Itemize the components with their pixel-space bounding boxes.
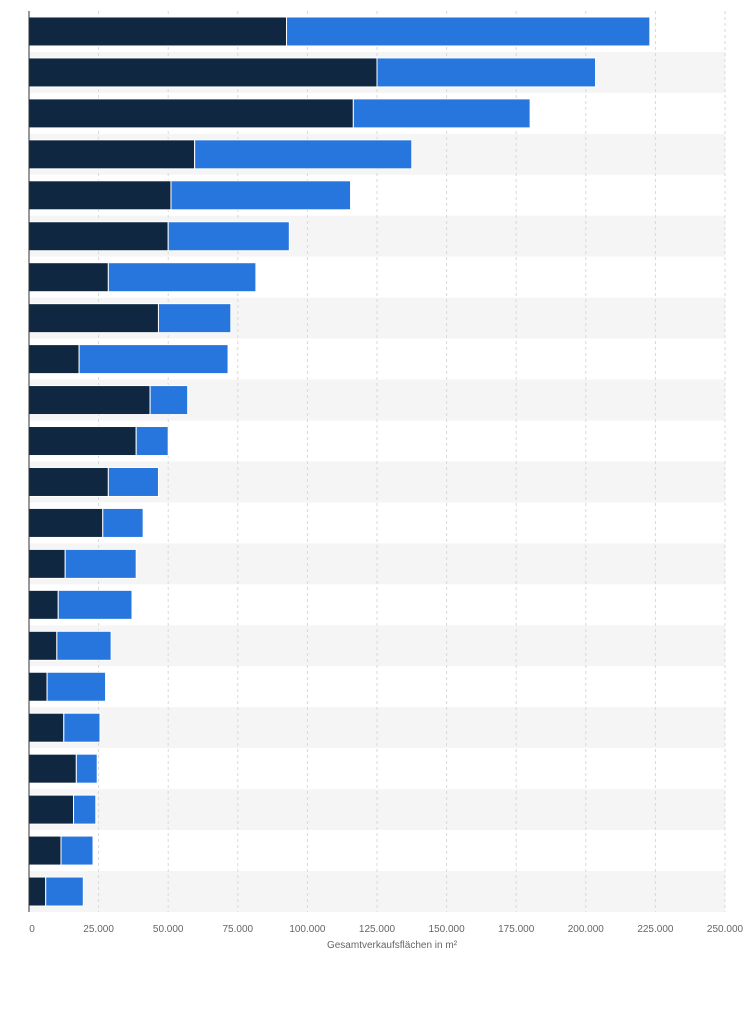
bar-series-1[interactable] bbox=[28, 548, 66, 579]
x-tick-label: 175.000 bbox=[498, 924, 535, 935]
bar-series-2[interactable] bbox=[157, 303, 232, 334]
bar-series-2[interactable] bbox=[73, 794, 97, 825]
x-tick-label: 25.000 bbox=[83, 924, 114, 935]
bar-series-1[interactable] bbox=[28, 344, 80, 375]
bar-series-2[interactable] bbox=[352, 98, 531, 129]
bar-series-1[interactable] bbox=[28, 507, 104, 538]
bar-series-2[interactable] bbox=[167, 221, 290, 252]
bar-series-1[interactable] bbox=[28, 385, 151, 416]
x-tick-label: 150.000 bbox=[429, 924, 466, 935]
x-tick-label: 200.000 bbox=[568, 924, 605, 935]
bars bbox=[28, 16, 651, 907]
bar-series-2[interactable] bbox=[149, 385, 189, 416]
x-tick-label: 250.000 bbox=[707, 924, 744, 935]
bar-series-1[interactable] bbox=[28, 466, 109, 497]
bar-series-2[interactable] bbox=[57, 589, 133, 620]
bar-series-1[interactable] bbox=[28, 835, 62, 866]
x-tick-label: 125.000 bbox=[359, 924, 396, 935]
x-tick-label: 0 bbox=[29, 924, 35, 935]
x-tick-label: 100.000 bbox=[289, 924, 326, 935]
bar-series-1[interactable] bbox=[28, 426, 137, 457]
bar-series-2[interactable] bbox=[102, 507, 144, 538]
bar-series-1[interactable] bbox=[28, 303, 159, 334]
bar-series-1[interactable] bbox=[28, 221, 169, 252]
bar-series-1[interactable] bbox=[28, 876, 47, 907]
bar-series-2[interactable] bbox=[60, 835, 94, 866]
bar-series-1[interactable] bbox=[28, 794, 75, 825]
x-tick-label: 75.000 bbox=[223, 924, 254, 935]
bar-series-1[interactable] bbox=[28, 98, 354, 129]
bar-series-2[interactable] bbox=[64, 548, 137, 579]
bar-series-2[interactable] bbox=[78, 344, 229, 375]
bar-series-1[interactable] bbox=[28, 180, 172, 211]
x-tick-label: 50.000 bbox=[153, 924, 184, 935]
bar-series-1[interactable] bbox=[28, 139, 196, 170]
bar-series-2[interactable] bbox=[170, 180, 352, 211]
bar-series-1[interactable] bbox=[28, 671, 48, 702]
bar-series-1[interactable] bbox=[28, 712, 65, 743]
x-tick-labels: 0 25.000 50.000 75.000 100.000 125.000 150.000… bbox=[29, 924, 743, 935]
bar-series-2[interactable] bbox=[45, 876, 84, 907]
bar-series-1[interactable] bbox=[28, 753, 77, 784]
x-tick-label: 225.000 bbox=[637, 924, 674, 935]
bar-series-2[interactable] bbox=[376, 57, 597, 88]
bar-series-2[interactable] bbox=[63, 712, 101, 743]
bar-series-2[interactable] bbox=[286, 16, 651, 47]
bar-series-2[interactable] bbox=[194, 139, 413, 170]
bar-series-1[interactable] bbox=[28, 57, 378, 88]
bar-series-1[interactable] bbox=[28, 262, 109, 293]
bar-series-1[interactable] bbox=[28, 589, 59, 620]
x-axis-title: Gesamtverkaufsflächen in m² bbox=[327, 940, 458, 951]
bar-series-2[interactable] bbox=[46, 671, 107, 702]
bar-series-1[interactable] bbox=[28, 630, 58, 661]
bar-series-2[interactable] bbox=[107, 262, 257, 293]
bar-series-2[interactable] bbox=[75, 753, 98, 784]
bar-series-2[interactable] bbox=[107, 466, 159, 497]
bar-series-2[interactable] bbox=[135, 426, 169, 457]
bar-series-1[interactable] bbox=[28, 16, 288, 47]
bar-series-2[interactable] bbox=[56, 630, 112, 661]
